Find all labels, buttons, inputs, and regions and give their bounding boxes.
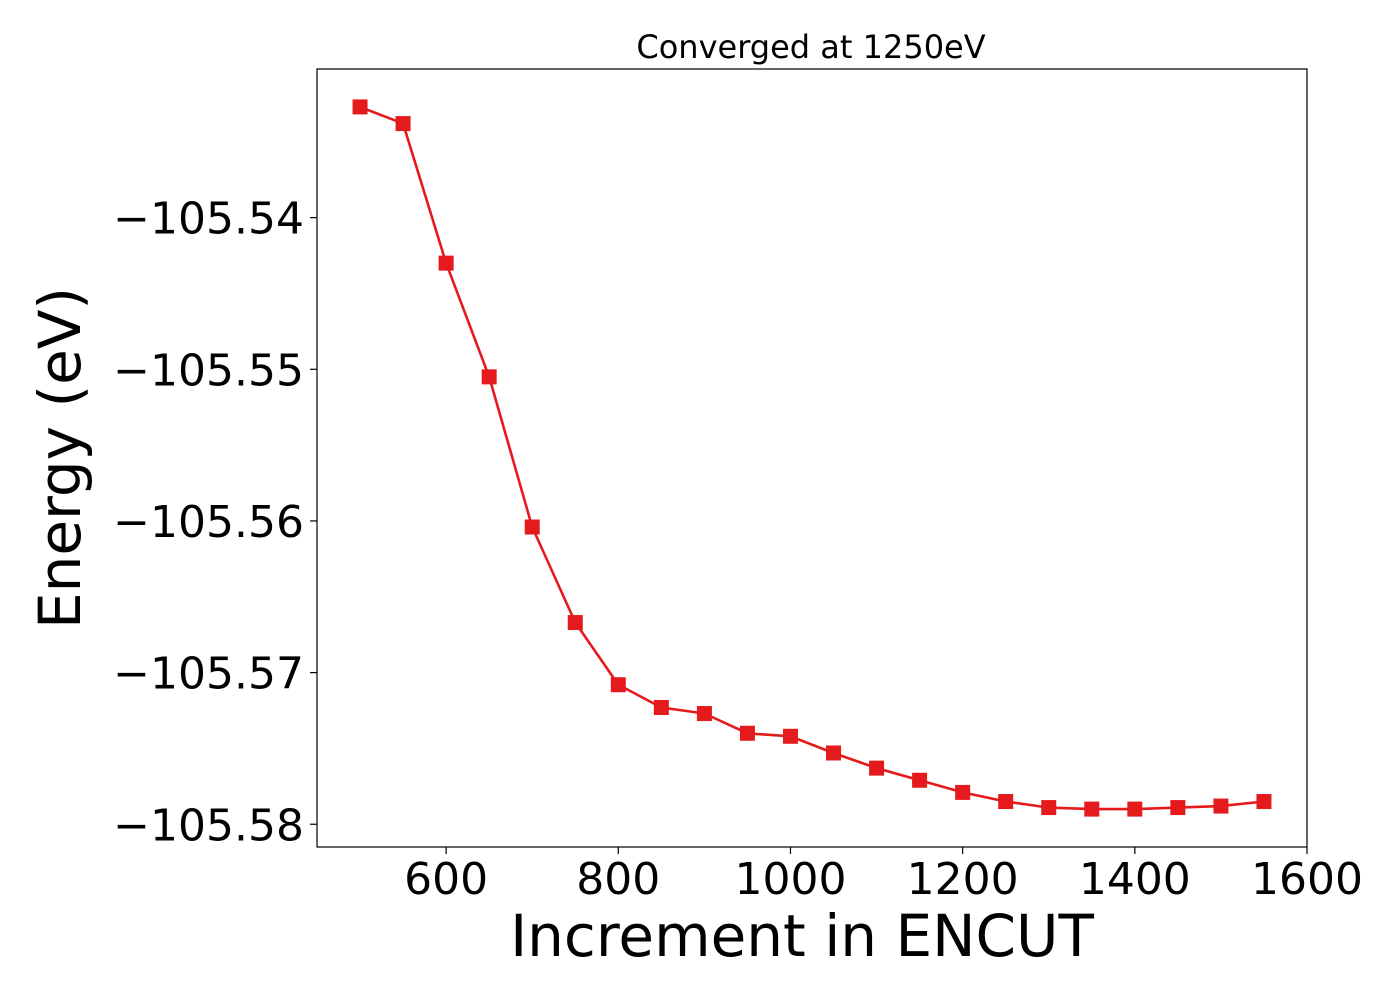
data-point: [696, 706, 712, 722]
x-tick-label: 800: [576, 854, 660, 905]
y-tick-label: −105.58: [113, 800, 304, 851]
data-point: [1213, 798, 1229, 814]
data-point: [610, 677, 626, 693]
chart-title: Converged at 1250eV: [636, 28, 985, 66]
data-point: [869, 760, 885, 776]
y-tick-label: −105.54: [113, 194, 304, 245]
y-tick-label: −105.55: [113, 345, 304, 396]
data-point: [352, 99, 368, 115]
x-axis-ticks: 600 800 1000 1200 1400 1600: [404, 847, 1363, 905]
data-point: [998, 794, 1014, 810]
data-point: [481, 369, 497, 385]
data-point: [1170, 800, 1186, 816]
series-layer: [352, 99, 1272, 817]
x-tick-label: 600: [404, 854, 488, 905]
data-point: [438, 255, 454, 271]
x-tick-label: 1200: [907, 854, 1019, 905]
y-tick-label: −105.56: [113, 497, 304, 548]
data-point: [524, 519, 540, 535]
data-point: [955, 784, 971, 800]
x-tick-label: 1400: [1079, 854, 1191, 905]
data-point: [1256, 794, 1272, 810]
data-point: [782, 728, 798, 744]
plot-frame: [316, 68, 1308, 848]
x-axis-label: Increment in ENCUT: [510, 902, 1094, 970]
data-point: [826, 745, 842, 761]
data-point: [1127, 801, 1143, 817]
x-tick-label: 1000: [734, 854, 846, 905]
data-point: [912, 772, 928, 788]
data-point: [1041, 800, 1057, 816]
data-point: [653, 699, 669, 715]
data-point: [1084, 801, 1100, 817]
data-point: [567, 615, 583, 631]
series-line: [359, 105, 1265, 811]
data-point: [395, 116, 411, 132]
y-axis-ticks: −105.54 −105.55 −105.56 −105.57 −105.58: [113, 194, 317, 851]
x-tick-label: 1600: [1251, 854, 1363, 905]
y-tick-label: −105.57: [113, 649, 304, 700]
data-point: [739, 725, 755, 741]
y-axis-label: Energy (eV): [26, 287, 94, 629]
